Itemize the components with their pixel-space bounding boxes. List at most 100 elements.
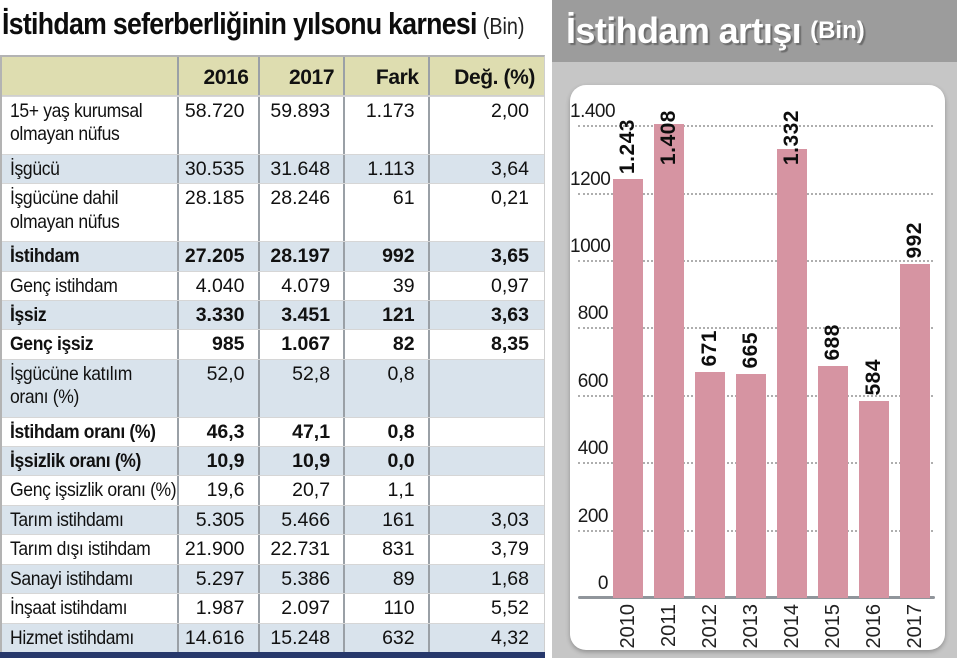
- cell-value: 4.040: [176, 271, 258, 300]
- table-row: İşgücü 30.535 31.648 1.113 3,64: [2, 153, 544, 184]
- cell-value: 3.451: [257, 300, 344, 330]
- cell-value: [427, 359, 544, 417]
- bar-value-label: 665: [739, 332, 762, 369]
- cell-value: 5.466: [257, 505, 344, 535]
- cell-value: 19,6: [176, 476, 258, 505]
- chart-plot: 1.400 1200 1000 800 600 400 200 0 1.243 2010 1.408…: [570, 85, 945, 650]
- cell-value: 28.246: [257, 184, 344, 242]
- bar-value-label: 992: [903, 222, 926, 259]
- cell-value: 52,8: [257, 359, 344, 417]
- y-axis-tick: 200: [577, 505, 609, 527]
- cell-value: 59.893: [257, 97, 344, 154]
- bar-2011: [654, 124, 684, 598]
- cell-value: 20,7: [257, 476, 344, 505]
- x-axis-label: 2013: [740, 604, 762, 649]
- bar-value-label: 584: [862, 359, 885, 396]
- cell-value: 22.731: [257, 535, 344, 564]
- cell-value: 831: [343, 535, 428, 564]
- cell-value: 4,32: [427, 623, 544, 653]
- cell-value: 985: [176, 330, 258, 359]
- table-bottom-rule: [0, 652, 545, 658]
- bar-value-label: 688: [821, 324, 844, 361]
- table-row: İstihdam oranı (%) 46,3 47,1 0,8: [2, 416, 544, 447]
- cell-value: 3,03: [427, 505, 544, 535]
- cell-value: 61: [343, 184, 428, 242]
- cell-label: Genç istihdam: [10, 274, 118, 297]
- y-axis-tick: 1000: [570, 236, 611, 257]
- gridline: [578, 260, 933, 262]
- table-header-row: 2016 2017 Fark Değ. (%): [2, 57, 544, 96]
- x-axis-label: 2017: [904, 604, 926, 649]
- cell-value: 1,1: [343, 476, 428, 505]
- cell-value: 5.305: [176, 505, 258, 535]
- cell-value: 5.297: [176, 564, 258, 594]
- cell-value: 0,8: [343, 359, 428, 417]
- cell-label: İstihdam: [10, 245, 80, 268]
- x-axis-label: 2011: [658, 604, 680, 648]
- cell-value: 58.720: [176, 97, 258, 154]
- x-axis-label: 2010: [617, 604, 639, 649]
- cell-value: 3.330: [176, 300, 258, 330]
- cell-value: 1.067: [257, 330, 344, 359]
- table-row: 15+ yaş kurumsal olmayan nüfus 58.720 59.8…: [2, 96, 544, 154]
- header-cell-deg: Değ. (%): [427, 57, 544, 95]
- cell-value: 0,97: [427, 271, 544, 300]
- cell-value: 3,64: [427, 154, 544, 184]
- table-row: Hizmet istihdamı 14.616 15.248 632 4,32: [2, 622, 544, 653]
- cell-value: 5,52: [427, 594, 544, 623]
- y-axis-tick: 600: [577, 370, 609, 392]
- cell-value: 27.205: [176, 242, 258, 271]
- table-row: İşsiz 3.330 3.451 121 3,63: [2, 299, 544, 330]
- cell-value: 52,0: [176, 359, 258, 417]
- bar-value-label: 1.243: [616, 118, 639, 174]
- cell-value: 8,35: [427, 330, 544, 359]
- cell-value: 0,0: [343, 447, 428, 476]
- cell-label: İstihdam oranı (%): [10, 420, 156, 443]
- header-cell-2016: 2016: [177, 57, 258, 95]
- bar-value-label: 671: [698, 330, 721, 367]
- cell-label: Sanayi istihdamı: [10, 567, 134, 590]
- cell-label: Hizmet istihdamı: [10, 626, 134, 649]
- chart-panel: İstihdam artışı (Bin) 1.400 1200 1000 800 60…: [552, 0, 957, 658]
- cell-label: İşsizlik oranı (%): [10, 450, 142, 473]
- header-cell-2017: 2017: [257, 57, 344, 95]
- table-title-unit: (Bin): [482, 13, 525, 39]
- cell-value: 89: [343, 564, 428, 594]
- y-axis-tick: 1.400: [570, 101, 616, 123]
- gridline: [578, 327, 933, 330]
- cell-value: 3,79: [427, 535, 544, 564]
- cell-value: 0,8: [343, 417, 428, 447]
- bar-2013: [736, 374, 766, 598]
- cell-value: 110: [343, 594, 428, 623]
- cell-value: 10,9: [176, 447, 258, 476]
- y-axis-tick: 1200: [570, 168, 611, 190]
- statistics-table: 2016 2017 Fark Değ. (%) 15+ yaş kurumsal…: [0, 55, 545, 653]
- cell-label: İşgücü: [10, 157, 60, 180]
- cell-value: 632: [343, 623, 428, 653]
- chart-title-unit: (Bin): [810, 17, 865, 44]
- cell-label: İşsiz: [10, 303, 47, 326]
- x-axis-label: 2015: [822, 604, 844, 649]
- y-axis-tick: 800: [577, 303, 609, 325]
- table-row: Genç işsizlik oranı (%) 19,6 20,7 1,1: [2, 475, 544, 505]
- chart-title-text: İstihdam artışı: [566, 10, 802, 51]
- cell-value: 14.616: [176, 623, 258, 653]
- cell-value: 30.535: [176, 154, 258, 184]
- x-axis-label: 2016: [863, 604, 885, 649]
- table-row: Tarım dışı istihdam 21.900 22.731 831 3,79: [2, 534, 544, 564]
- table-body: 15+ yaş kurumsal olmayan nüfus 58.720 59.8…: [2, 96, 544, 653]
- cell-value: 82: [343, 330, 428, 359]
- cell-value: 21.900: [176, 535, 258, 564]
- table-row: İşsizlik oranı (%) 10,9 10,9 0,0: [2, 446, 544, 476]
- cell-value: 1.113: [343, 154, 428, 184]
- cell-value: 2,00: [427, 97, 544, 154]
- chart-card: 1.400 1200 1000 800 600 400 200 0 1.243 2010 1.408…: [570, 85, 945, 650]
- table-row: Sanayi istihdamı 5.297 5.386 89 1,68: [2, 563, 544, 594]
- header-cell-empty: [2, 57, 177, 95]
- cell-value: [427, 447, 544, 476]
- cell-value: 39: [343, 271, 428, 300]
- cell-value: 1.173: [343, 97, 428, 154]
- y-axis-tick: 400: [577, 438, 609, 460]
- cell-value: 28.197: [257, 242, 344, 271]
- bar-2017: [900, 264, 930, 598]
